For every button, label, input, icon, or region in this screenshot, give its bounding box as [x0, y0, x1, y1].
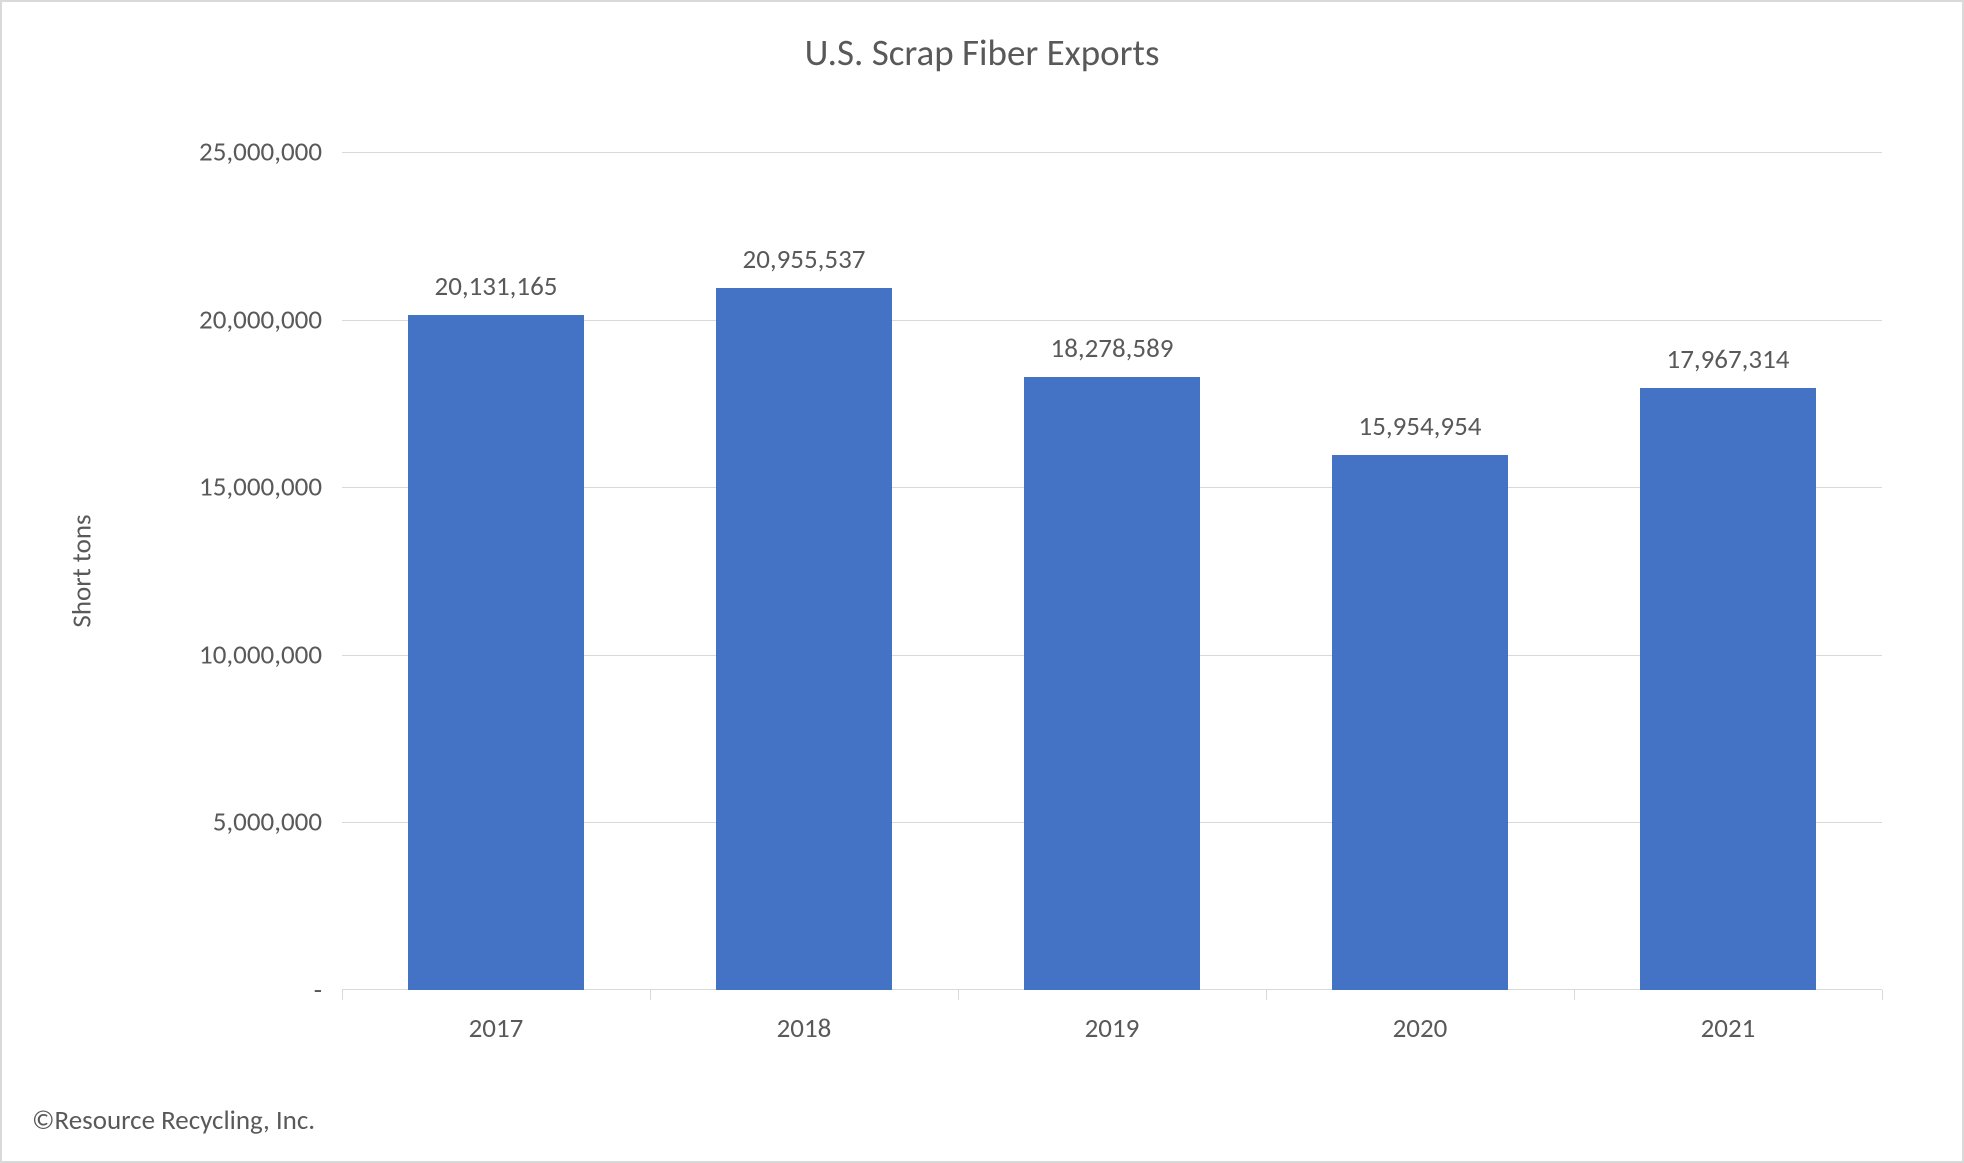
chart-container: U.S. Scrap Fiber Exports Short tons - 5,…	[0, 0, 1964, 1163]
y-tick-label: 10,000,000	[199, 638, 342, 671]
x-tick	[958, 990, 959, 1000]
x-category-label: 2019	[1085, 990, 1140, 1045]
bar-value-label: 20,131,165	[435, 270, 558, 315]
bar-value-label: 18,278,589	[1051, 332, 1174, 377]
bar: 20,955,537	[716, 288, 892, 990]
x-category-label: 2020	[1393, 990, 1448, 1045]
y-tick-label: -	[314, 974, 342, 1007]
x-category-label: 2018	[777, 990, 832, 1045]
y-axis-title: Short tons	[66, 514, 99, 627]
x-tick	[1574, 990, 1575, 1000]
x-tick	[1266, 990, 1267, 1000]
gridline	[342, 152, 1882, 153]
x-category-label: 2021	[1701, 990, 1756, 1045]
y-tick-label: 20,000,000	[199, 303, 342, 336]
y-tick-label: 25,000,000	[199, 136, 342, 169]
bar: 15,954,954	[1332, 455, 1508, 990]
x-tick	[342, 990, 343, 1000]
y-tick-label: 15,000,000	[199, 471, 342, 504]
x-category-label: 2017	[469, 990, 524, 1045]
bar: 18,278,589	[1024, 377, 1200, 990]
bar-value-label: 15,954,954	[1359, 410, 1482, 455]
bar: 20,131,165	[408, 315, 584, 990]
y-tick-label: 5,000,000	[213, 806, 342, 839]
bar: 17,967,314	[1640, 388, 1816, 990]
chart-title: U.S. Scrap Fiber Exports	[2, 30, 1962, 75]
bar-value-label: 20,955,537	[743, 243, 866, 288]
x-tick	[1882, 990, 1883, 1000]
copyright-text: ©Resource Recycling, Inc.	[32, 1104, 315, 1137]
bar-value-label: 17,967,314	[1667, 343, 1790, 388]
x-tick	[650, 990, 651, 1000]
plot-area: - 5,000,000 10,000,000 15,000,000 20,000…	[342, 152, 1882, 990]
